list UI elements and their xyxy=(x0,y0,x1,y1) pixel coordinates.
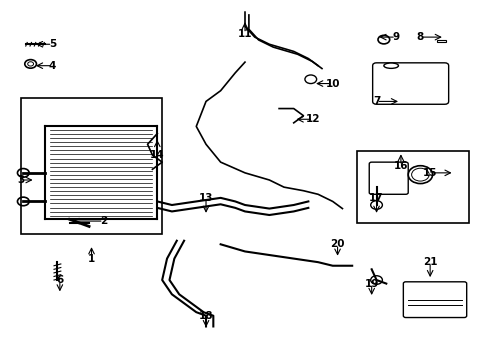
Text: 9: 9 xyxy=(392,32,400,42)
Text: 16: 16 xyxy=(393,161,408,171)
Ellipse shape xyxy=(384,63,398,68)
Text: 13: 13 xyxy=(199,193,213,203)
FancyBboxPatch shape xyxy=(403,282,466,318)
Text: 11: 11 xyxy=(238,28,252,39)
Text: 1: 1 xyxy=(88,253,95,264)
Text: 10: 10 xyxy=(325,78,340,89)
Text: 18: 18 xyxy=(199,311,213,321)
Text: 17: 17 xyxy=(369,193,384,203)
Bar xyxy=(21,98,162,234)
Text: 21: 21 xyxy=(423,257,438,267)
Text: 12: 12 xyxy=(306,114,320,124)
Text: 8: 8 xyxy=(417,32,424,42)
Text: 5: 5 xyxy=(49,39,56,49)
FancyBboxPatch shape xyxy=(373,63,449,104)
Text: 2: 2 xyxy=(100,216,107,226)
Text: 14: 14 xyxy=(150,150,165,160)
Text: 3: 3 xyxy=(17,175,24,185)
Bar xyxy=(438,40,446,42)
Text: 15: 15 xyxy=(423,168,438,178)
FancyBboxPatch shape xyxy=(369,162,408,194)
Text: 7: 7 xyxy=(373,96,380,107)
Text: 6: 6 xyxy=(56,275,64,285)
Text: 19: 19 xyxy=(365,279,379,289)
Bar xyxy=(357,152,469,223)
Text: 20: 20 xyxy=(330,239,345,249)
Text: 4: 4 xyxy=(49,61,56,71)
